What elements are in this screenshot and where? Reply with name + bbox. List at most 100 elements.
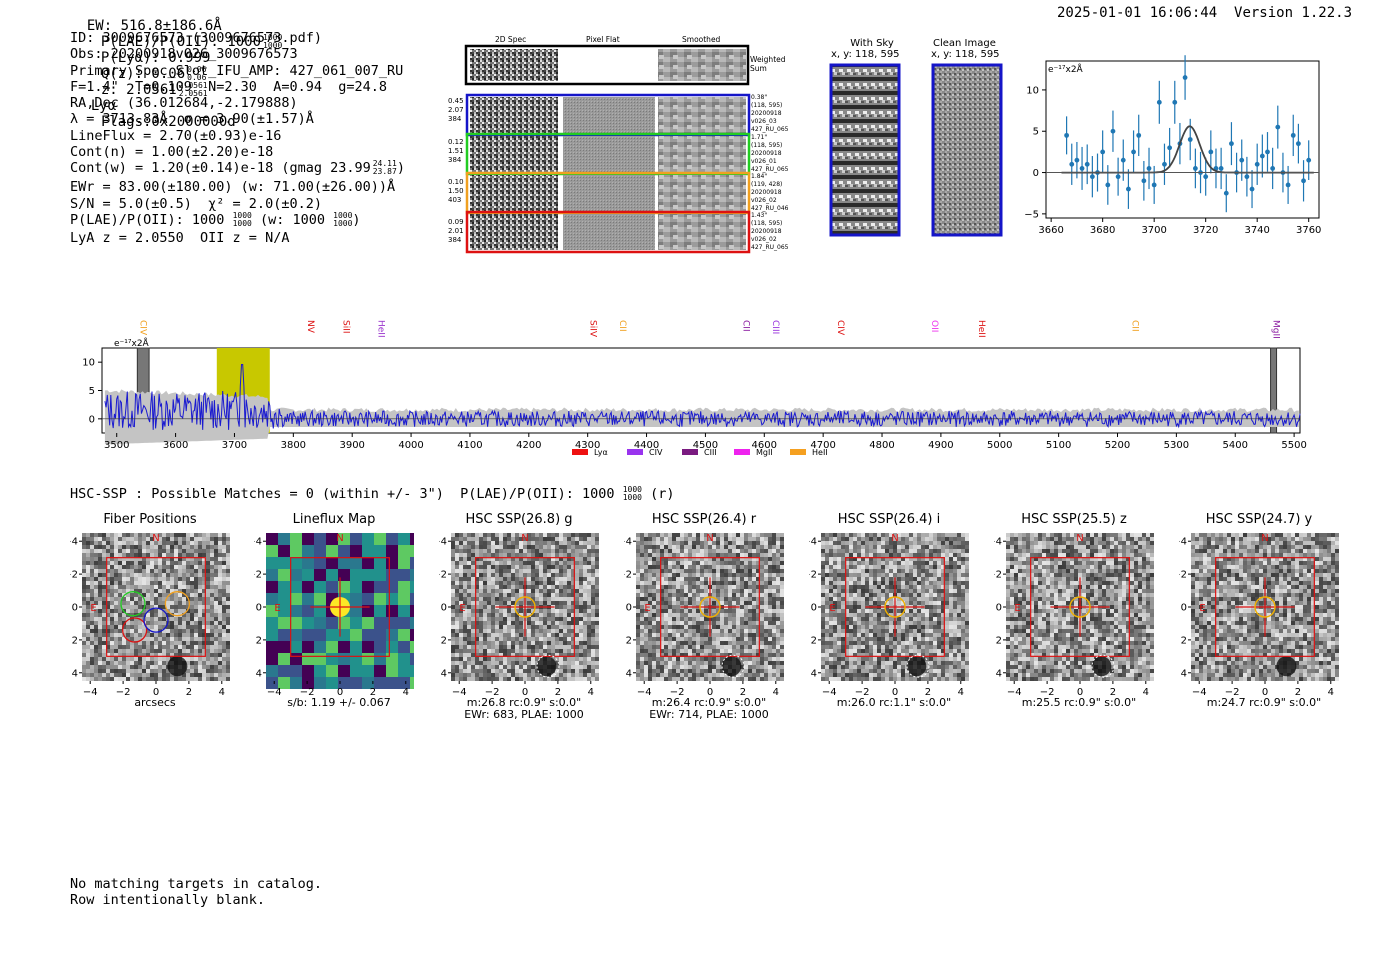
panel-ytick-label: 0: [256, 603, 262, 614]
imaging-panels: Fiber Positions N E −4 4 −2 2 0 0 2 −2 4 −4 arcsecs Li…: [0, 510, 1400, 730]
spectrum-xtick-label: 5500: [1281, 440, 1306, 451]
panel-ytick-label: 0: [72, 603, 78, 614]
spectrum-error-band: [104, 389, 1299, 445]
east-marker: E: [1014, 603, 1020, 614]
spectrum-xtick-label: 4000: [398, 440, 423, 451]
z-bounds: 2.0561 2.0561: [178, 81, 208, 98]
spectrum-xtick-label: 3900: [339, 440, 364, 451]
detection-info: ID: 3009676573 (3009676573.pdf) Obs: 202…: [70, 30, 405, 246]
legend-entry: HeII: [790, 448, 828, 457]
spectrum-xtick-label: 5000: [987, 440, 1012, 451]
svg-text:Lyα: Lyα: [594, 448, 608, 457]
clean-image: [931, 63, 1003, 237]
panel-ytick-label: −2: [624, 570, 632, 581]
zoom-data-point: [1089, 156, 1095, 198]
weighted-smoothed: [658, 49, 746, 81]
panel-xtick-label: 4: [588, 687, 594, 698]
panel-xtick-label: 0: [1077, 687, 1083, 698]
panel-ytick-label: −2: [994, 570, 1002, 581]
zoom-data-point: [1064, 116, 1070, 155]
panel-ytick-label: −2: [70, 570, 78, 581]
panel-ytick-label: −4: [994, 537, 1002, 548]
panel-ytick-label: 4: [441, 668, 447, 679]
sky-images: [829, 63, 1003, 237]
full-spectrum-plot: CIV NV SiII HeII SiIV CII CII CIII CIV OII HeII CII…: [82, 320, 1307, 457]
info-sn: S/N = 5.0(±0.5) χ² = 2.0(±0.2): [70, 195, 322, 212]
zoom-data-point: [1239, 139, 1245, 181]
panel-xtick-label: −2: [855, 687, 870, 698]
line-marker-label: SiIV: [588, 320, 598, 338]
panel-xtick-label: 4: [1143, 687, 1149, 698]
svg-text:CIV: CIV: [649, 448, 663, 457]
panel-xtick-label: −4: [1007, 687, 1022, 698]
zoom-data-point: [1259, 134, 1265, 178]
east-marker: E: [90, 603, 96, 614]
panel-ytick-label: −2: [809, 570, 817, 581]
row3-left-labels: 0.10 1.50 403: [448, 178, 464, 204]
info-obs: Obs: 20200918v026_3009676573: [70, 46, 298, 63]
hsc-summary-line: HSC-SSP : Possible Matches = 0 (within +…: [70, 485, 675, 503]
panel-ytick-label: 2: [626, 635, 632, 646]
east-marker: E: [1199, 603, 1205, 614]
legend-entry: CIII: [682, 448, 717, 457]
imaging-panel: N E −4 4 −2 2 0 0 2 −2 4 −4: [994, 533, 1154, 698]
svg-text:MgII: MgII: [756, 448, 773, 457]
line-marker-label: CII: [617, 320, 627, 332]
search-box: [106, 557, 206, 657]
panel-ytick-label: −2: [1179, 570, 1187, 581]
panel-xtick-label: −2: [116, 687, 131, 698]
zoom-ytick-label: 0: [1033, 168, 1039, 179]
panel-ytick-label: 0: [1181, 603, 1187, 614]
spectrum-xtick-label: 5100: [1046, 440, 1071, 451]
zoom-data-point: [1229, 122, 1234, 166]
panel-note: m:26.8 rc:0.9" s:0.0": [466, 696, 582, 709]
panel-note: s/b: 1.19 +/- 0.067: [287, 696, 391, 709]
north-marker: N: [891, 533, 898, 544]
panel-xtick-label: 0: [522, 687, 528, 698]
zoom-line-plot: e⁻¹⁷x2Å 10 5 0 −5 3660 3680 3700 3720 3740 3760: [1024, 55, 1321, 235]
panel-xtick-label: 4: [958, 687, 964, 698]
panel-xtick-label: −4: [267, 687, 282, 698]
info-contn: Cont(n) = 1.00(±2.20)e-18: [70, 144, 274, 161]
panel-ytick-label: 2: [441, 635, 447, 646]
panel-title: HSC SSP(24.7) y: [1205, 512, 1313, 527]
zoom-data-point: [1141, 160, 1147, 201]
panel-xtick-label: −4: [1192, 687, 1207, 698]
aperture-circle: [884, 596, 906, 618]
panel-xtick-label: 2: [925, 687, 931, 698]
zoom-data-point: [1120, 139, 1126, 181]
panel-ytick-label: 4: [1181, 668, 1187, 679]
cutout-row-4: [465, 210, 751, 254]
info-lineflux: LineFlux = 2.70(±0.93)e-16: [70, 127, 282, 144]
north-marker: N: [1261, 533, 1268, 544]
line-marker-label: MgII: [1271, 320, 1281, 339]
spectrum-xtick-label: 4600: [752, 440, 777, 451]
timestamp-version: 2025-01-01 16:06:44 Version 1.22.3: [1057, 5, 1352, 21]
row2-right-labels: 1.71" (118, 595) 20200918 v026_01 427_RU_065: [751, 134, 789, 173]
north-marker: N: [521, 533, 528, 544]
panel-ytick-label: 4: [996, 668, 1002, 679]
cutout-grid: [464, 44, 751, 254]
line-marker-label: HeII: [976, 320, 986, 338]
line-marker-label: CII: [741, 320, 751, 332]
aperture-circle: [1069, 596, 1091, 618]
col-title-smoothed: Smoothed: [682, 35, 721, 44]
line-marker-label: CII: [1129, 320, 1139, 332]
zoom-ytick-label: 10: [1026, 85, 1039, 96]
line-marker-label: SiII: [340, 320, 350, 334]
zoom-data-point: [1244, 156, 1250, 197]
footer-line-2: Row intentionally blank.: [70, 892, 266, 908]
zoom-data-point: [1100, 130, 1106, 174]
zoom-data-point: [1182, 55, 1188, 100]
zoom-data-point: [1172, 80, 1178, 124]
zoom-data-point: [1301, 160, 1306, 202]
panel-ytick-label: 2: [72, 635, 78, 646]
version: Version 1.22.3: [1234, 5, 1353, 21]
panel-ytick-label: −2: [439, 570, 447, 581]
panel-title: HSC SSP(26.4) i: [837, 512, 941, 527]
row1-right-labels: 0.38" (118, 595) 20200918 v026_03 427_RU_065: [751, 94, 789, 133]
east-marker: E: [274, 603, 280, 614]
row2-left-labels: 0.12 1.51 384: [448, 138, 464, 164]
panel-xtick-label: −4: [822, 687, 837, 698]
panel-ytick-label: −2: [254, 570, 262, 581]
